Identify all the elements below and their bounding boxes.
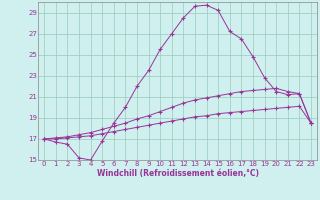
X-axis label: Windchill (Refroidissement éolien,°C): Windchill (Refroidissement éolien,°C) xyxy=(97,169,259,178)
